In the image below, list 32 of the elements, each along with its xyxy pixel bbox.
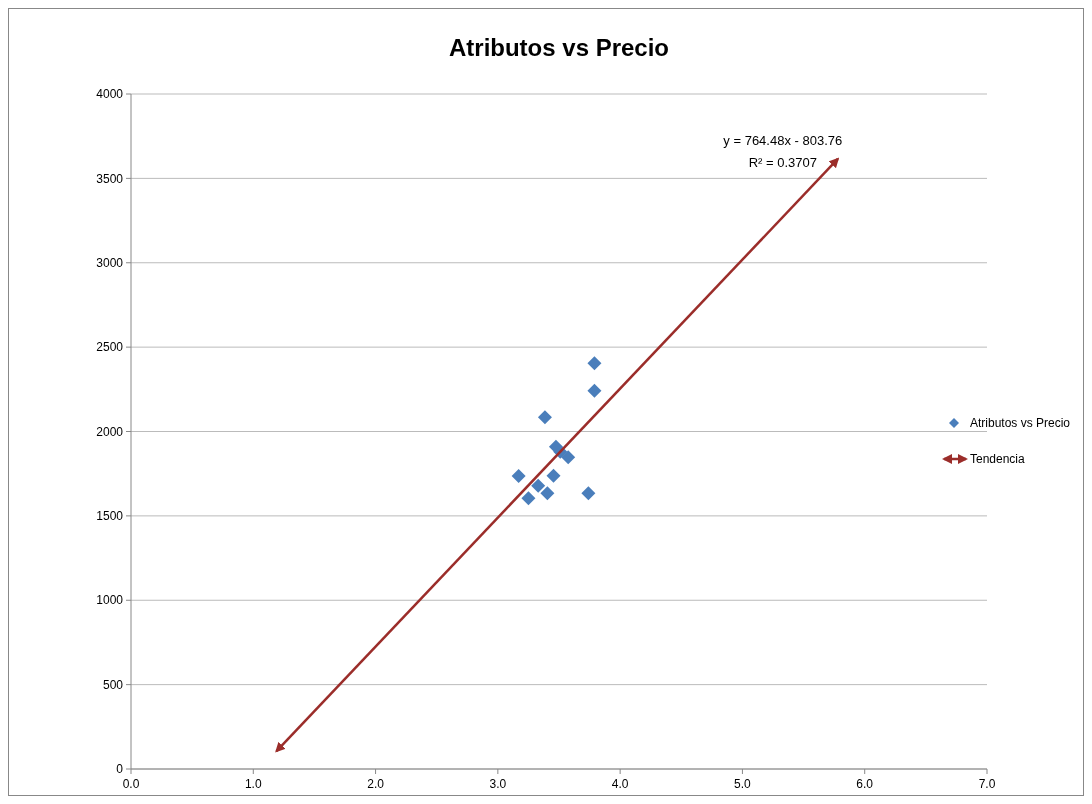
point [587, 356, 602, 371]
point [521, 491, 536, 506]
y-tick-label: 2000 [96, 424, 124, 439]
x-tick-label: 3.0 [489, 777, 507, 791]
legend-label: Atributos vs Precio [970, 416, 1071, 431]
y-tick-label: 4000 [96, 87, 124, 102]
x-tick-label: 7.0 [978, 777, 996, 791]
x-tick-label: 2.0 [367, 777, 385, 791]
point [511, 469, 526, 484]
point [581, 486, 596, 501]
y-tick-label: 3500 [96, 171, 124, 186]
legend-label: Tendencia [970, 452, 1026, 467]
point [540, 486, 555, 501]
x-tick-label: 1.0 [244, 777, 262, 791]
y-tick-label: 500 [102, 677, 124, 692]
chart-title: Atributos vs Precio [448, 34, 670, 61]
y-tick-label: 2500 [96, 340, 124, 355]
x-tick-label: 5.0 [734, 777, 752, 791]
y-tick-label: 0 [116, 762, 124, 777]
y-tick-label: 3000 [96, 255, 124, 270]
x-tick-label: 0.0 [122, 777, 140, 791]
point [546, 468, 561, 483]
x-tick-label: 4.0 [611, 777, 629, 791]
point [587, 383, 602, 398]
x-tick-label: 6.0 [856, 777, 874, 791]
annotation: R² = 0.3707 [748, 154, 817, 170]
annotation: y = 764.48x - 803.76 [723, 132, 843, 148]
point [561, 450, 576, 465]
y-tick-label: 1000 [96, 593, 124, 608]
point [537, 410, 552, 425]
y-tick-label: 1500 [96, 509, 124, 524]
point [531, 478, 546, 493]
